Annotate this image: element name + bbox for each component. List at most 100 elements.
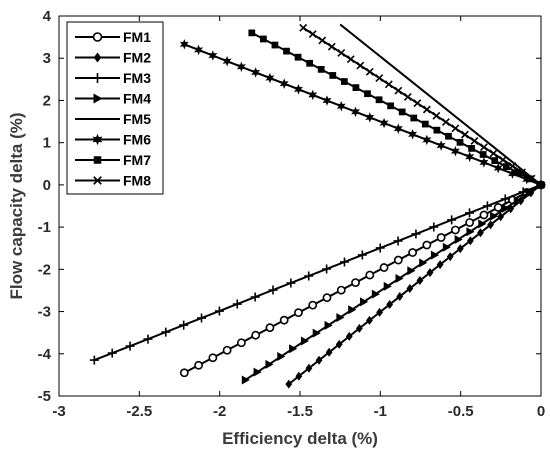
data-point [507, 168, 517, 179]
data-point [375, 243, 385, 253]
data-point [411, 229, 421, 239]
series-fm3 [89, 180, 546, 365]
data-point [294, 308, 303, 318]
x-tick-label: -1.5 [287, 403, 313, 420]
data-point [336, 313, 345, 323]
legend-label: FM7 [123, 152, 151, 168]
data-point [312, 328, 321, 338]
data-point [304, 271, 314, 281]
y-tick-label: 2 [43, 92, 51, 109]
data-point [340, 78, 348, 85]
data-point [232, 299, 242, 309]
legend-label: FM2 [123, 50, 151, 66]
data-point [265, 359, 274, 369]
x-tick-label: -2 [213, 403, 226, 420]
data-point [422, 240, 432, 250]
data-point [513, 195, 522, 205]
data-point [450, 225, 460, 235]
data-point [408, 129, 418, 140]
data-point [92, 133, 103, 146]
data-point [285, 379, 293, 389]
data-point [501, 203, 511, 213]
data-point [497, 212, 505, 222]
y-tick-label: -5 [38, 388, 51, 405]
data-point [393, 236, 403, 246]
series-fm7 [248, 29, 545, 189]
data-point [308, 300, 318, 310]
y-tick-label: 4 [43, 8, 52, 25]
data-point [445, 132, 452, 140]
y-tick-label: 0 [43, 177, 51, 194]
legend-entry-fm3: FM3 [75, 70, 151, 86]
series-line [339, 23, 542, 186]
data-point [236, 61, 246, 72]
data-point [322, 293, 332, 303]
data-point [283, 47, 290, 55]
data-point [446, 252, 454, 262]
data-point [365, 112, 375, 123]
data-point [387, 102, 394, 110]
series-layer [89, 23, 546, 389]
data-point [436, 260, 444, 270]
data-point [300, 336, 309, 346]
data-point [441, 118, 450, 127]
y-tick-label: -3 [38, 304, 51, 321]
data-point [493, 162, 503, 174]
data-point [419, 258, 428, 268]
data-point [357, 250, 367, 260]
data-point [451, 124, 460, 133]
data-point [339, 257, 349, 267]
legend-box [66, 21, 164, 195]
data-point [351, 106, 361, 117]
data-point [436, 233, 446, 242]
legend-entry-fm6: FM6 [75, 132, 151, 148]
data-point [406, 284, 414, 294]
data-point [208, 353, 218, 363]
data-point [360, 297, 369, 307]
data-point [375, 74, 384, 83]
data-point [366, 315, 373, 325]
data-point [479, 210, 489, 220]
data-point [379, 117, 389, 129]
data-point [407, 266, 416, 276]
data-point [306, 59, 314, 67]
data-point [493, 203, 503, 212]
data-point [93, 52, 102, 63]
data-point [179, 39, 189, 50]
data-point [337, 49, 346, 57]
data-point [348, 305, 357, 315]
data-point [479, 143, 488, 152]
data-point [371, 289, 380, 299]
data-point [356, 323, 363, 333]
y-axis-title: Flow capacity delta (%) [7, 112, 26, 299]
series-fm5 [339, 23, 542, 186]
ticks-layer: -3 -2.5 -2 -1.5 -1 -0.5 0 -5 -4 -3 -2 -1 0 1 2 3 4 [38, 8, 546, 420]
data-point [329, 72, 337, 79]
legend-label: FM3 [123, 70, 151, 86]
data-point [92, 32, 103, 42]
y-tick-label: -2 [38, 261, 51, 278]
data-point [465, 208, 475, 218]
data-point [179, 368, 189, 378]
data-point [466, 236, 474, 246]
data-point [422, 105, 431, 114]
x-tick-label: -0.5 [448, 403, 474, 420]
legend-entry-fm1: FM1 [75, 29, 151, 45]
data-point [351, 278, 360, 287]
y-tick-label: 3 [43, 50, 51, 67]
legend-entry-fm2: FM2 [75, 50, 151, 66]
data-point [468, 145, 475, 152]
data-point [386, 299, 394, 309]
data-point [93, 176, 102, 185]
data-point [489, 149, 498, 158]
data-point [394, 86, 403, 95]
legend-entry-fm5: FM5 [75, 111, 151, 127]
data-point [479, 157, 489, 168]
data-point [279, 315, 289, 325]
legend-entry-fm7: FM7 [75, 152, 151, 168]
data-point [491, 157, 499, 164]
data-point [375, 96, 383, 104]
data-point [384, 80, 393, 89]
data-point [490, 211, 499, 221]
data-point [299, 23, 308, 32]
